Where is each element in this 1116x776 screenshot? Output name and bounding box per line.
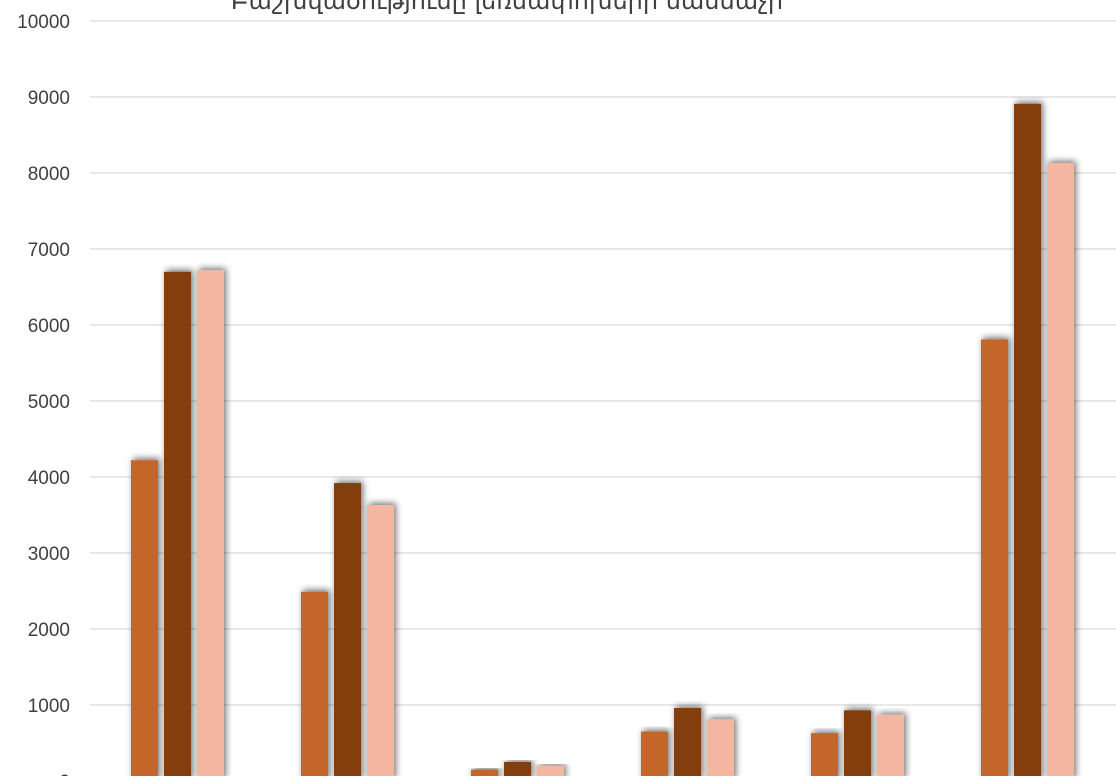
chart-title: Բաշխվածությունը լեռնափոխերի մասնաչի bbox=[231, 0, 783, 15]
y-tick-label: 2000 bbox=[28, 620, 70, 641]
bar bbox=[334, 483, 361, 776]
y-tick-label: 10000 bbox=[17, 12, 70, 33]
bar bbox=[537, 765, 564, 776]
bar bbox=[301, 591, 328, 776]
bar bbox=[877, 714, 904, 776]
bar bbox=[504, 762, 531, 776]
y-axis: 0 1000 2000 3000 4000 5000 6000 7000 8000 9000 100… bbox=[17, 12, 70, 776]
y-tick-label: 9000 bbox=[28, 88, 70, 109]
bar bbox=[131, 460, 158, 776]
bar bbox=[707, 719, 734, 776]
y-tick-label: 1000 bbox=[28, 696, 70, 717]
y-tick-label: 5000 bbox=[28, 392, 70, 413]
bar bbox=[1047, 163, 1074, 776]
y-tick-label: 4000 bbox=[28, 468, 70, 489]
bar bbox=[981, 339, 1008, 776]
bar bbox=[811, 733, 838, 776]
bar-group bbox=[471, 762, 564, 776]
bar bbox=[164, 271, 191, 776]
bar-group bbox=[641, 708, 734, 776]
bar bbox=[471, 769, 498, 776]
gridlines bbox=[90, 20, 1116, 706]
bars bbox=[131, 103, 1074, 776]
bar-group bbox=[301, 483, 394, 776]
bar-group bbox=[981, 103, 1074, 776]
y-tick-label: 7000 bbox=[28, 240, 70, 261]
y-tick-label: 3000 bbox=[28, 544, 70, 565]
bar bbox=[674, 708, 701, 776]
bar bbox=[641, 731, 668, 776]
bar-group bbox=[131, 270, 224, 776]
bar bbox=[1014, 103, 1041, 776]
bar bbox=[844, 710, 871, 776]
bar bbox=[197, 270, 224, 776]
y-tick-label: 6000 bbox=[28, 316, 70, 337]
bar bbox=[367, 505, 394, 776]
y-tick-label: 0 bbox=[59, 772, 70, 776]
y-tick-label: 8000 bbox=[28, 164, 70, 185]
bar-group bbox=[811, 710, 904, 776]
